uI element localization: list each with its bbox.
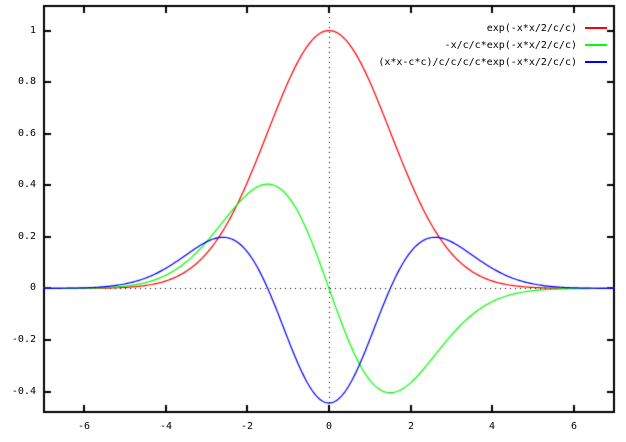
- legend-entry: (x*x-c*c)/c/c/c/c*exp(-x*x/2/c/c): [378, 56, 607, 68]
- legend-label: (x*x-c*c)/c/c/c/c*exp(-x*x/2/c/c): [378, 56, 577, 68]
- x-tick-label: 2: [407, 421, 415, 432]
- x-tick-label: 6: [570, 421, 578, 432]
- y-tick-label: 1: [29, 25, 36, 36]
- legend-line-sample: [585, 61, 607, 63]
- legend-entry: -x/c/c*exp(-x*x/2/c/c): [445, 39, 607, 51]
- x-tick-label: -6: [77, 421, 91, 432]
- legend-label: exp(-x*x/2/c/c): [486, 22, 577, 34]
- legend-line-sample: [585, 44, 607, 46]
- x-tick-label: 0: [325, 421, 333, 432]
- legend-entry: exp(-x*x/2/c/c): [487, 22, 607, 34]
- y-tick-label: 0.2: [17, 231, 36, 242]
- y-tick-label: 0.8: [17, 76, 36, 87]
- x-tick-label: 4: [488, 421, 496, 432]
- y-tick-label: 0: [29, 282, 36, 293]
- y-tick-label: 0.4: [17, 179, 36, 190]
- legend-label: -x/c/c*exp(-x*x/2/c/c): [444, 39, 577, 51]
- x-tick-label: -2: [240, 421, 254, 432]
- y-tick-label: 0.6: [17, 128, 36, 139]
- x-tick-label: -4: [159, 421, 173, 432]
- y-tick-label: -0.4: [11, 386, 36, 397]
- legend-line-sample: [585, 27, 607, 29]
- y-tick-label: -0.2: [11, 334, 36, 345]
